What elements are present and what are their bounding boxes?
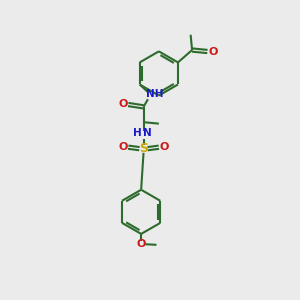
Text: O: O <box>136 239 146 249</box>
Text: O: O <box>118 142 128 152</box>
Text: NH: NH <box>146 89 163 100</box>
Text: O: O <box>160 142 169 152</box>
Text: O: O <box>208 46 218 56</box>
Text: S: S <box>139 142 148 155</box>
Text: H: H <box>133 128 141 138</box>
Text: N: N <box>143 128 152 138</box>
Text: O: O <box>118 99 128 109</box>
